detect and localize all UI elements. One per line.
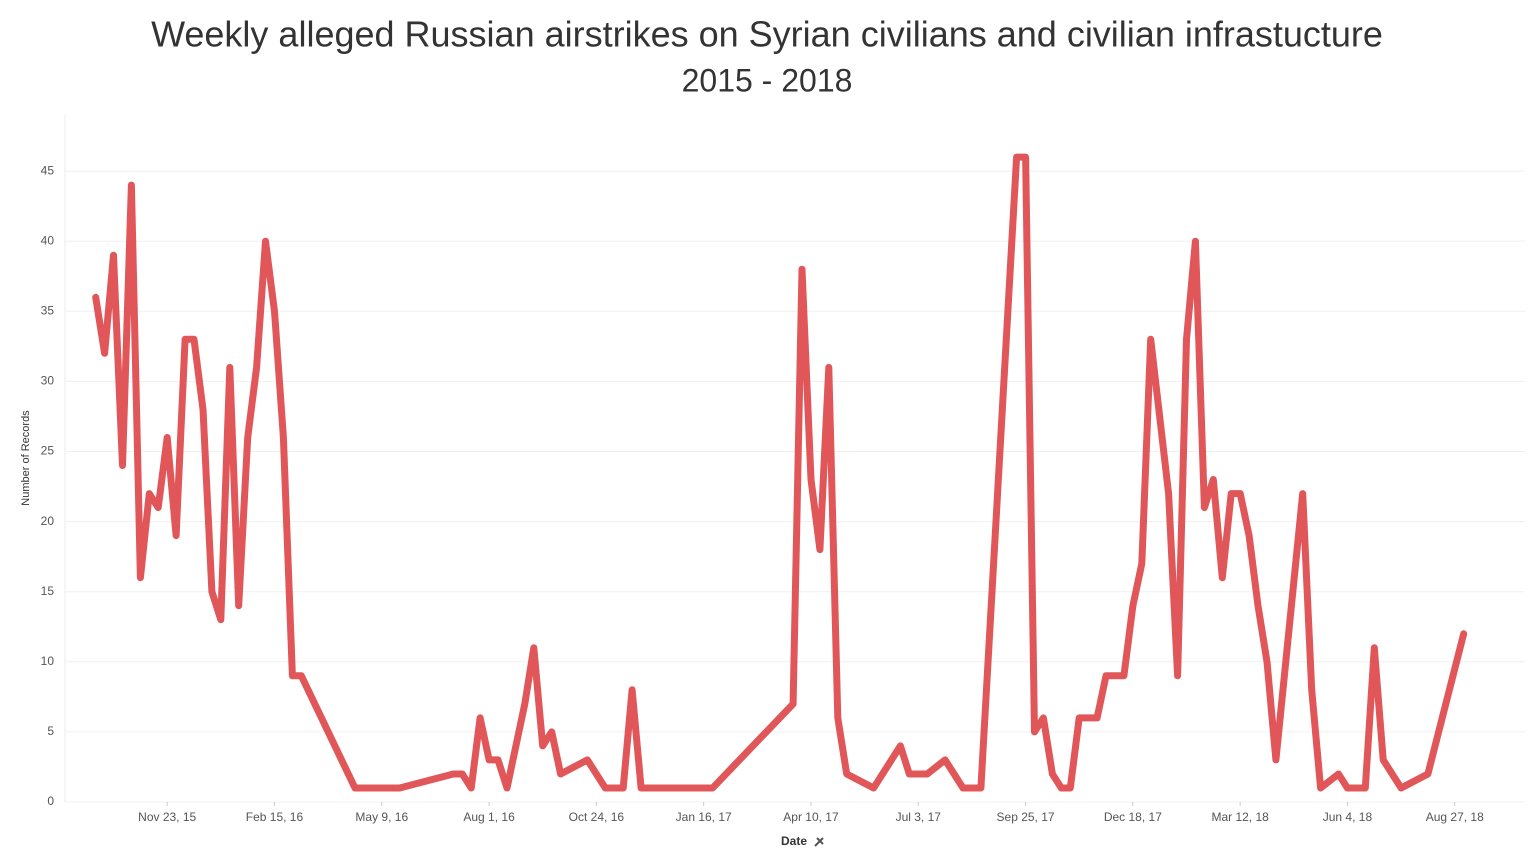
- data-line: [92, 153, 1468, 792]
- y-tick-label: 15: [41, 584, 55, 598]
- y-tick-label: 30: [41, 374, 55, 388]
- x-tick-label: Nov 23, 15: [138, 810, 196, 824]
- chart-subtitle: 2015 - 2018: [682, 62, 853, 98]
- x-tick-label: Jan 16, 17: [676, 810, 732, 824]
- x-tick-label: Sep 25, 17: [997, 810, 1055, 824]
- y-tick-label: 35: [41, 303, 55, 317]
- y-axis-title: Number of Records: [20, 410, 32, 506]
- pin-icon[interactable]: [814, 837, 824, 847]
- y-tick-label: 10: [41, 654, 55, 668]
- x-tick-label: Feb 15, 16: [246, 810, 304, 824]
- x-tick-label: Jul 3, 17: [896, 810, 942, 824]
- x-tick-label: Oct 24, 16: [569, 810, 625, 824]
- x-tick-label: May 9, 16: [355, 810, 408, 824]
- y-tick-label: 0: [47, 794, 54, 808]
- x-axis-title: Date: [781, 834, 807, 848]
- x-tick-label: Apr 10, 17: [783, 810, 839, 824]
- chart-title: Weekly alleged Russian airstrikes on Syr…: [151, 14, 1383, 55]
- y-tick-label: 40: [41, 233, 55, 247]
- y-tick-label: 20: [41, 514, 55, 528]
- x-tick-label: Aug 27, 18: [1426, 810, 1484, 824]
- x-tick-label: Mar 12, 18: [1211, 810, 1269, 824]
- y-tick-label: 45: [41, 163, 55, 177]
- x-tick-label: Jun 4, 18: [1323, 810, 1373, 824]
- x-tick-label: Dec 18, 17: [1104, 810, 1162, 824]
- y-tick-label: 5: [47, 724, 54, 738]
- y-tick-label: 25: [41, 444, 55, 458]
- x-tick-label: Aug 1, 16: [463, 810, 515, 824]
